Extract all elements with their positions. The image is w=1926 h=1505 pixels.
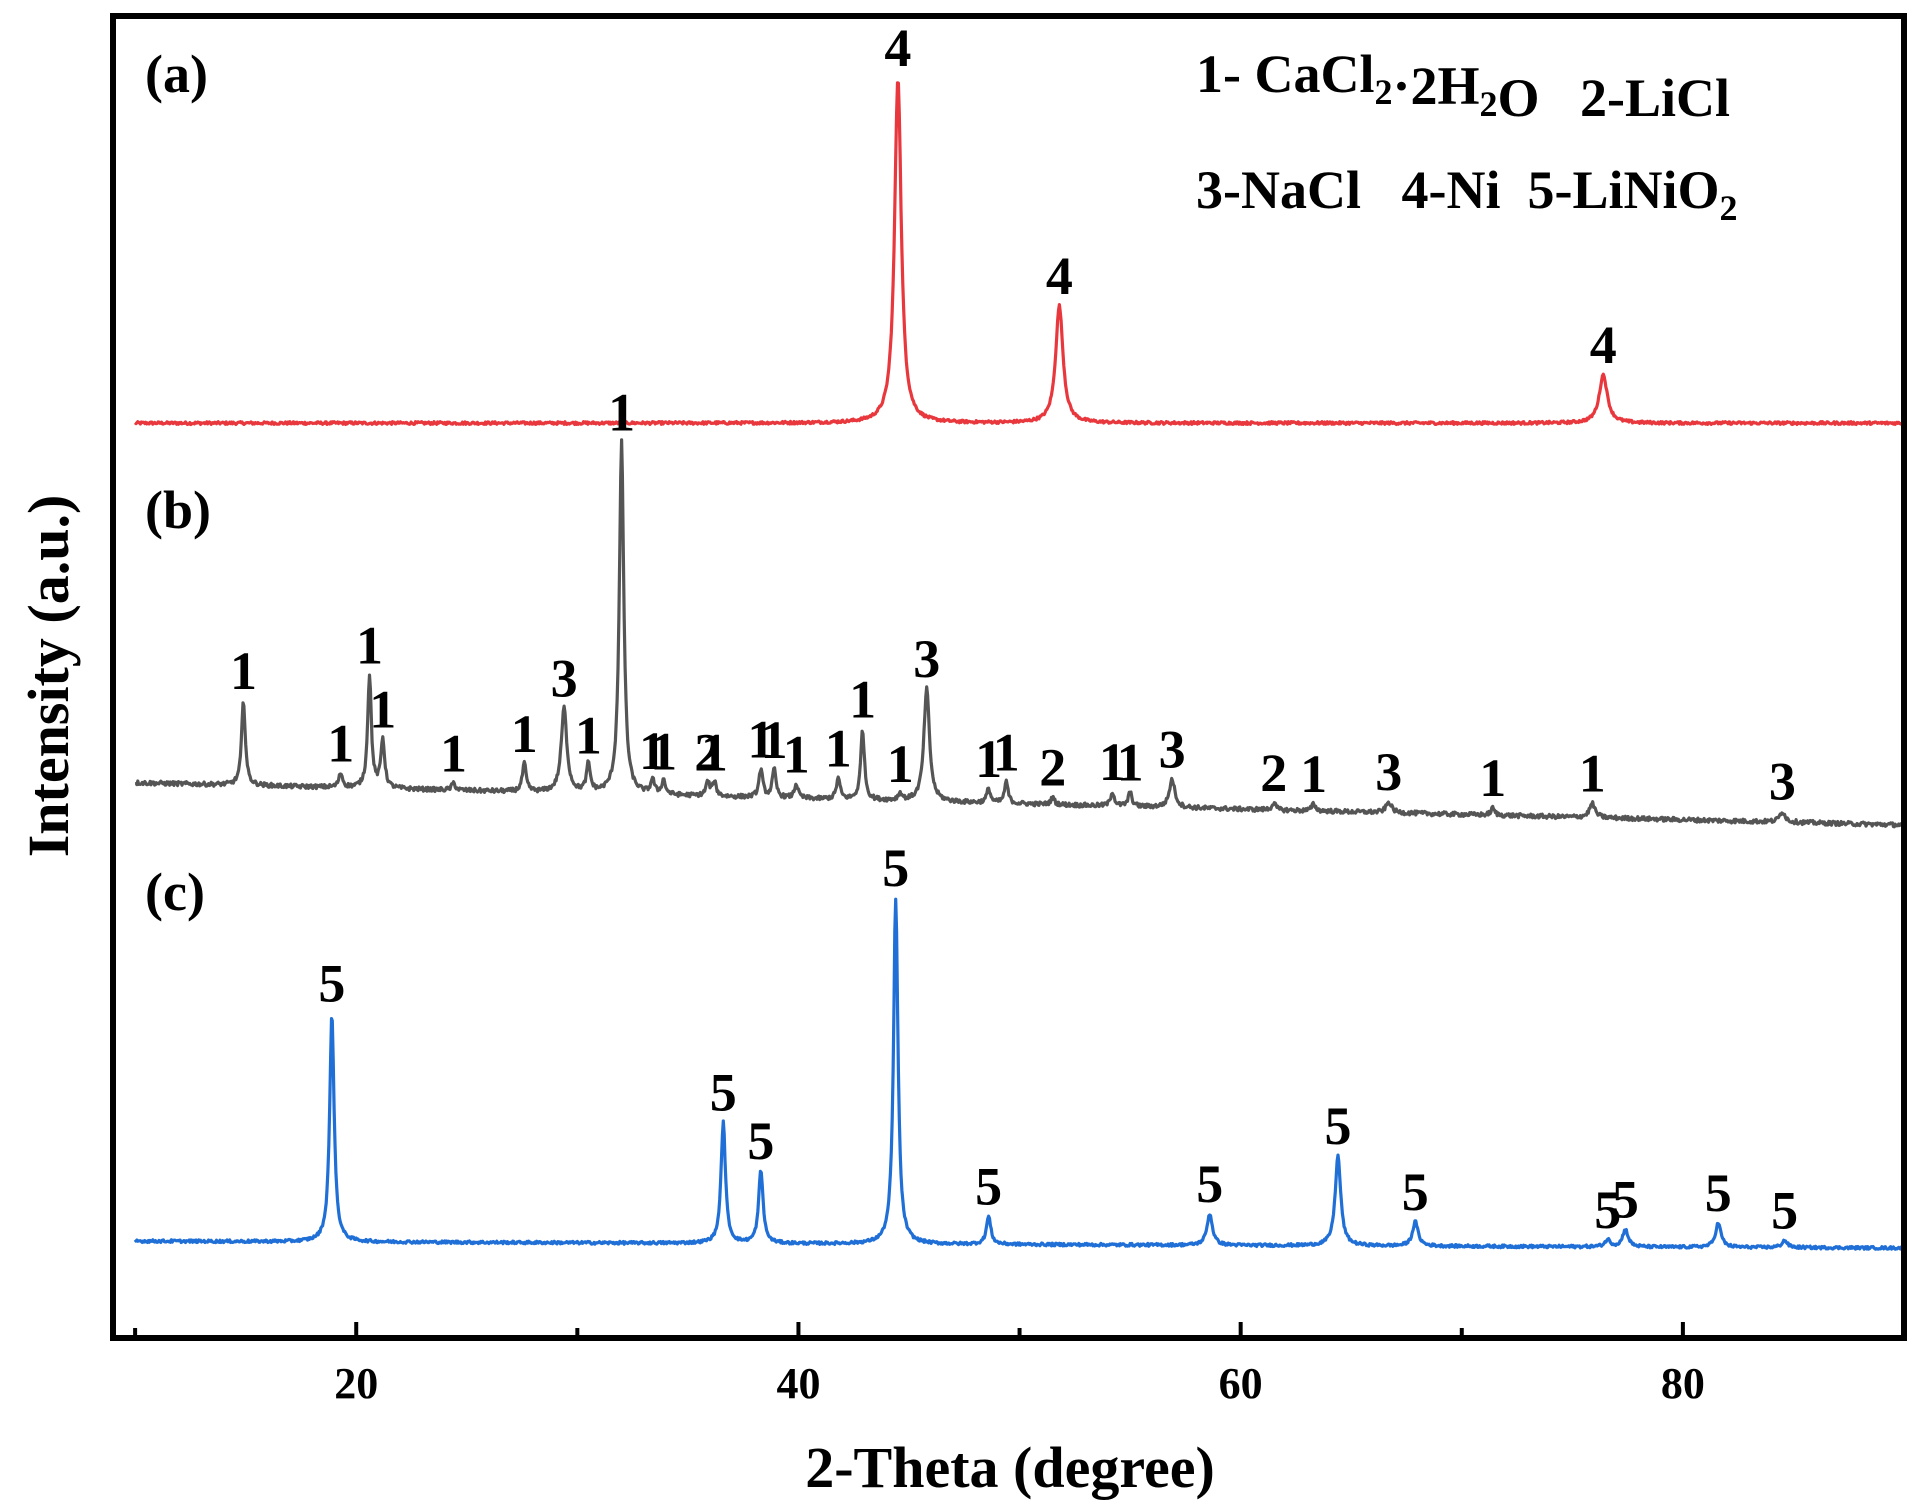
y-axis-title: Intensity (a.u.) bbox=[16, 495, 81, 858]
panel-label-1: (a) bbox=[145, 44, 208, 104]
x-axis-title: 2-Theta (degree) bbox=[805, 1435, 1215, 1500]
panel-label-2: (b) bbox=[145, 480, 211, 540]
peak-label-2-21: 1 bbox=[975, 729, 1002, 789]
peak-label-3-10: 5 bbox=[1612, 1170, 1639, 1230]
peak-label-2-29: 3 bbox=[1375, 742, 1402, 802]
x-axis-ticks: 20 40 60 80 bbox=[133, 1322, 1906, 1408]
peak-label-2-31: 1 bbox=[1579, 744, 1606, 804]
peak-label-3-5: 5 bbox=[975, 1157, 1002, 1217]
peak-label-1-3: 4 bbox=[1590, 315, 1617, 375]
peak-label-2-26: 3 bbox=[1159, 719, 1186, 779]
series-line-1 bbox=[133, 81, 1906, 427]
legend-line-1: 1- CaCl2·2H2O 2-LiCl bbox=[1196, 44, 1730, 128]
peak-label-2-4: 1 bbox=[369, 679, 396, 739]
peak-label-3-6: 5 bbox=[1196, 1154, 1223, 1214]
peak-label-2-3: 1 bbox=[356, 616, 383, 676]
peak-label-2-25: 1 bbox=[1117, 732, 1144, 792]
peak-label-3-2: 5 bbox=[710, 1062, 737, 1122]
x-tick-label-20: 20 bbox=[334, 1359, 378, 1408]
peak-label-2-12: 2 bbox=[694, 722, 721, 782]
peak-label-2-2: 1 bbox=[327, 714, 354, 774]
x-tick-label-60: 60 bbox=[1219, 1359, 1263, 1408]
peak-label-2-23: 2 bbox=[1039, 738, 1066, 798]
peak-label-2-1: 1 bbox=[230, 641, 257, 701]
peak-label-2-28: 1 bbox=[1300, 744, 1327, 804]
peak-label-3-4: 5 bbox=[882, 838, 909, 898]
peak-label-1-1: 4 bbox=[884, 18, 911, 78]
panel-label-3: (c) bbox=[145, 862, 205, 922]
plot-frame bbox=[110, 13, 1907, 1341]
series-line-3 bbox=[133, 897, 1906, 1251]
peak-label-3-7: 5 bbox=[1325, 1096, 1352, 1156]
peak-label-3-9: 5 bbox=[1594, 1180, 1621, 1240]
peak-label-2-5: 1 bbox=[440, 723, 467, 783]
peak-label-1-2: 4 bbox=[1046, 246, 1073, 306]
peak-label-3-12: 5 bbox=[1771, 1181, 1798, 1241]
x-tick-label-40: 40 bbox=[776, 1359, 820, 1408]
peak-label-2-16: 1 bbox=[783, 725, 810, 785]
series-line-2 bbox=[134, 438, 1906, 829]
peak-label-2-22: 1 bbox=[993, 722, 1020, 782]
peak-label-2-17: 1 bbox=[825, 718, 852, 778]
legend-line-2: 3-NaCl 4-Ni 5-LiNiO2 bbox=[1196, 160, 1737, 228]
peak-label-2-9: 1 bbox=[608, 382, 635, 442]
peak-label-2-7: 3 bbox=[551, 649, 578, 709]
peak-label-2-18: 1 bbox=[849, 670, 876, 730]
peak-label-2-6: 1 bbox=[511, 704, 538, 764]
peak-label-2-27: 2 bbox=[1260, 743, 1287, 803]
peak-label-3-11: 5 bbox=[1705, 1163, 1732, 1223]
x-tick-label-80: 80 bbox=[1661, 1359, 1705, 1408]
panel-labels: (a) (b) (c) bbox=[145, 44, 211, 922]
peak-label-2-14: 1 bbox=[747, 710, 774, 770]
peak-label-2-8: 1 bbox=[575, 705, 602, 765]
peak-label-2-30: 1 bbox=[1479, 748, 1506, 808]
series-layer bbox=[133, 81, 1906, 1251]
peak-label-2-11: 1 bbox=[650, 721, 677, 781]
peak-label-2-10: 1 bbox=[639, 721, 666, 781]
peak-label-2-13: 1 bbox=[701, 723, 728, 783]
peak-label-3-1: 5 bbox=[318, 954, 345, 1014]
peak-label-3-8: 5 bbox=[1402, 1162, 1429, 1222]
peak-label-2-15: 1 bbox=[761, 710, 788, 770]
peak-label-2-24: 1 bbox=[1099, 732, 1126, 792]
peak-label-3-3: 5 bbox=[747, 1111, 774, 1171]
legend: 1- CaCl2·2H2O 2-LiCl 3-NaCl 4-Ni 5-LiNiO… bbox=[1196, 44, 1737, 228]
peak-label-2-19: 1 bbox=[887, 734, 914, 794]
peak-label-2-32: 3 bbox=[1769, 752, 1796, 812]
peak-label-2-20: 3 bbox=[913, 629, 940, 689]
